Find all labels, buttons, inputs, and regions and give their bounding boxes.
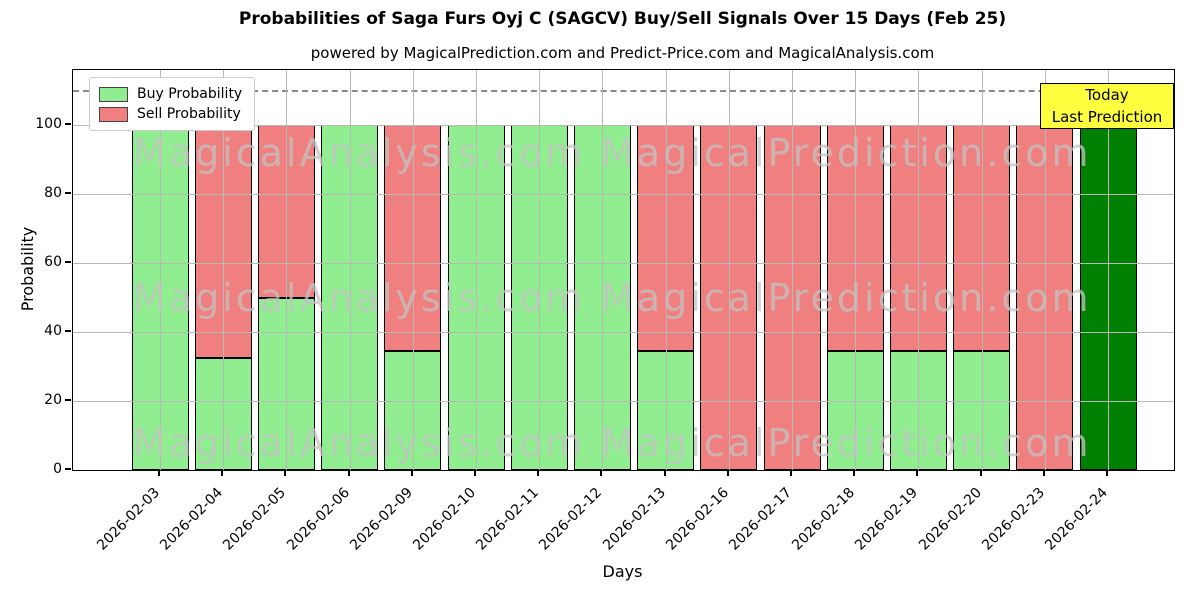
gridline-v-2026-02-05 (286, 70, 288, 470)
gridline-v-2026-02-06 (349, 70, 351, 470)
gridline-h-80 (73, 194, 1174, 196)
gridline-v-2026-02-23 (1044, 70, 1046, 470)
y-tick-label-0: 0 (53, 461, 62, 477)
y-tick-mark-80 (65, 192, 71, 195)
x-tick-mark-2026-02-06 (347, 470, 350, 476)
gridline-v-2026-02-09 (412, 70, 414, 470)
y-tick-label-40: 40 (44, 323, 62, 340)
gridline-v-2026-02-24 (1108, 70, 1109, 470)
gridline-h-20 (73, 401, 1174, 403)
x-tick-mark-2026-02-16 (726, 470, 729, 476)
chart-subtitle: powered by MagicalPrediction.com and Pre… (310, 44, 935, 62)
gridline-h-100 (73, 125, 1174, 127)
gridline-v-2026-02-17 (792, 70, 793, 470)
y-tick-mark-100 (65, 123, 71, 126)
reference-dashed-line (73, 89, 1174, 92)
x-tick-mark-2026-02-18 (853, 470, 856, 476)
x-tick-mark-2026-02-03 (158, 470, 160, 476)
gridline-v-2026-02-19 (918, 70, 920, 470)
y-tick-label-100: 100 (35, 116, 62, 133)
y-tick-mark-60 (65, 261, 71, 264)
plot-area: Buy Probability Sell Probability Today L… (72, 69, 1175, 471)
legend-item-sell: Sell Probability (99, 104, 242, 124)
y-tick-label-80: 80 (44, 185, 62, 202)
x-tick-mark-2026-02-05 (284, 470, 287, 476)
gridline-v-2026-02-04 (223, 70, 225, 470)
buy-swatch-icon (99, 86, 128, 102)
y-tick-mark-0 (65, 468, 71, 470)
y-tick-mark-40 (65, 330, 71, 333)
y-tick-label-20: 20 (44, 392, 62, 409)
gridline-v-2026-02-16 (728, 70, 730, 470)
x-tick-mark-2026-02-13 (663, 470, 666, 476)
x-axis-label: Days (602, 562, 643, 581)
x-tick-mark-2026-02-11 (537, 470, 540, 476)
chart-title: Probabilities of Saga Furs Oyj C (SAGCV)… (238, 9, 1007, 29)
legend-label-buy: Buy Probability (137, 86, 243, 102)
gridline-v-2026-02-18 (855, 70, 857, 470)
gridline-v-2026-02-13 (665, 70, 667, 470)
x-tick-mark-2026-02-09 (410, 470, 413, 476)
x-tick-mark-2026-02-23 (1042, 470, 1045, 476)
legend-label-sell: Sell Probability (137, 106, 241, 122)
gridline-v-2026-02-10 (476, 70, 477, 470)
gridline-v-2026-02-20 (981, 70, 983, 470)
y-tick-label-60: 60 (44, 254, 62, 271)
x-tick-mark-2026-02-04 (221, 470, 224, 476)
gridline-v-2026-02-11 (539, 70, 541, 470)
y-tick-mark-20 (65, 399, 71, 402)
annotation-line1: Today (1085, 86, 1129, 104)
x-tick-mark-2026-02-12 (600, 470, 603, 476)
x-tick-mark-2026-02-20 (979, 470, 982, 476)
gridline-h-60 (73, 263, 1174, 265)
x-tick-mark-2026-02-19 (916, 470, 919, 476)
gridline-h-40 (73, 332, 1174, 334)
annotation-line2: Last Prediction (1051, 108, 1163, 126)
today-annotation: Today Last Prediction (1040, 83, 1174, 129)
legend: Buy Probability Sell Probability (89, 77, 256, 131)
gridline-v-2026-02-03 (160, 70, 161, 470)
legend-item-buy: Buy Probability (99, 84, 242, 104)
gridline-v-2026-02-12 (602, 70, 604, 470)
x-tick-mark-2026-02-24 (1106, 470, 1108, 476)
x-tick-label-2026-02-03: 2026-02-03 (94, 484, 164, 554)
sell-swatch-icon (99, 106, 128, 122)
x-tick-mark-2026-02-17 (790, 470, 792, 476)
x-tick-mark-2026-02-10 (474, 470, 476, 476)
